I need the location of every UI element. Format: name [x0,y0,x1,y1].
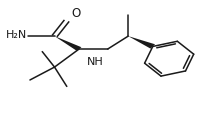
Polygon shape [128,36,155,49]
Polygon shape [55,36,81,51]
Text: NH: NH [87,57,104,67]
Text: H₂N: H₂N [6,30,27,40]
Text: O: O [71,7,80,20]
